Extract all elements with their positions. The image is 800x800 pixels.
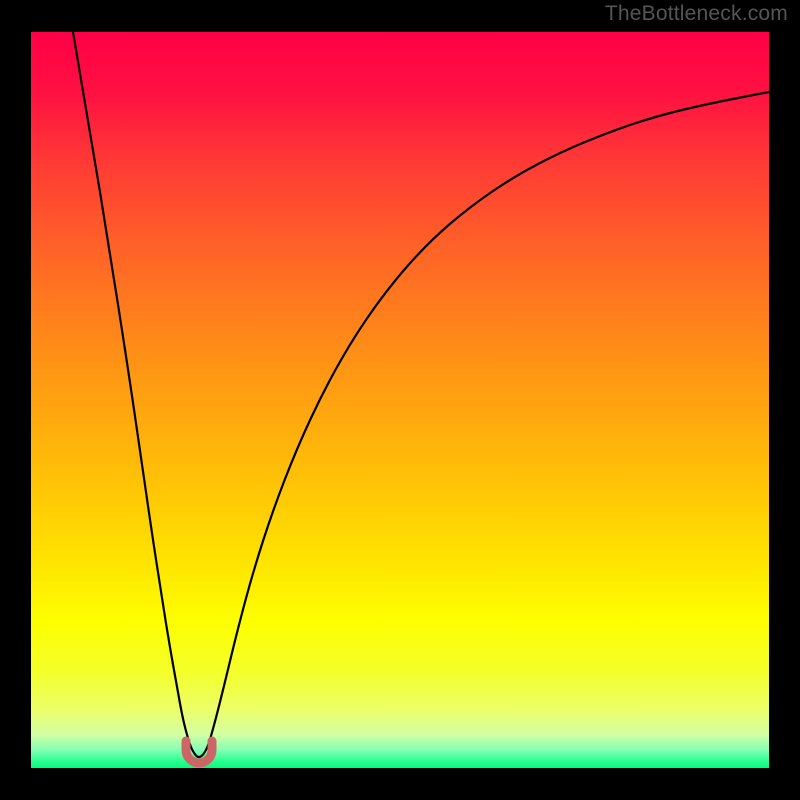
chart-container: TheBottleneck.com <box>0 0 800 800</box>
bottleneck-curve <box>73 32 769 757</box>
bottleneck-curve-svg <box>31 32 769 768</box>
minimum-marker-icon <box>181 736 218 769</box>
watermark-text: TheBottleneck.com <box>605 2 788 26</box>
minimum-marker <box>181 736 218 769</box>
plot-area <box>31 32 769 768</box>
